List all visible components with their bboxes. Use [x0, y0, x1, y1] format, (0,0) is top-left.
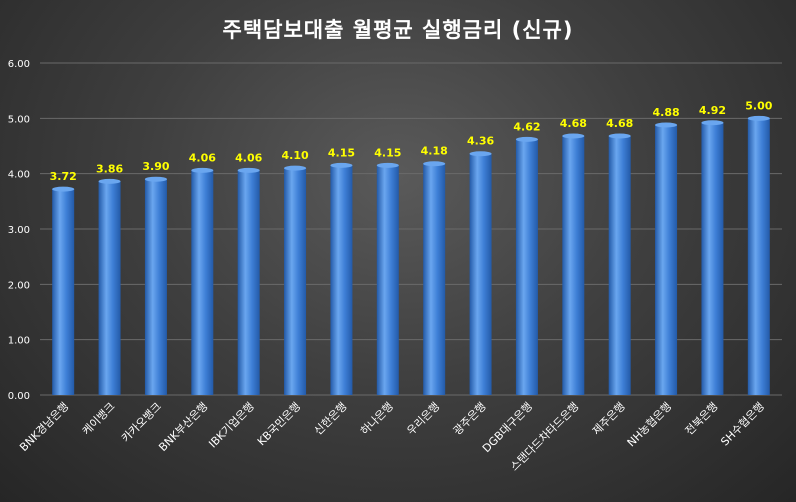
bar-top — [562, 133, 585, 139]
value-label: 4.15 — [374, 146, 401, 159]
bar — [747, 118, 770, 395]
bar — [376, 165, 399, 395]
y-tick-label: 5.00 — [8, 114, 30, 125]
bar — [191, 170, 214, 395]
y-tick-label: 0.00 — [8, 391, 30, 402]
x-tick-label: IBK기업은행 — [206, 400, 257, 451]
bar — [237, 170, 260, 395]
value-label: 4.68 — [560, 117, 587, 130]
bar — [423, 163, 446, 395]
value-label: 3.86 — [96, 162, 123, 175]
value-label: 4.62 — [513, 120, 540, 133]
bar-top — [98, 178, 121, 184]
x-tick-label: NH농협은행 — [625, 400, 674, 449]
bar — [608, 136, 631, 396]
bar — [144, 179, 167, 395]
value-label: 4.92 — [699, 104, 726, 117]
chart-title: 주택담보대출 월평균 실행금리 (신규) — [222, 18, 574, 42]
y-tick-label: 2.00 — [8, 280, 30, 291]
bar-top — [747, 115, 770, 121]
bar-top — [608, 133, 631, 139]
x-tick-label: KB국민은행 — [255, 400, 303, 448]
value-label: 4.06 — [189, 151, 216, 164]
bar-top — [284, 165, 307, 171]
value-label: 4.06 — [235, 151, 262, 164]
value-label: 4.15 — [328, 146, 355, 159]
x-tick-label: 카카오뱅크 — [119, 400, 164, 445]
bar-top — [376, 162, 399, 168]
bar-top — [515, 136, 538, 142]
bar-top — [144, 176, 167, 182]
bar-top — [191, 167, 214, 173]
y-tick-label: 6.00 — [8, 59, 30, 70]
y-tick-label: 4.00 — [8, 170, 30, 181]
bar — [562, 136, 585, 396]
x-tick-label: SH수협은행 — [718, 400, 767, 449]
bar — [330, 165, 353, 395]
y-tick-label: 1.00 — [8, 336, 30, 347]
x-tick-label: 제주은행 — [590, 400, 628, 438]
x-tick-label: 광주은행 — [451, 400, 489, 438]
value-label: 4.10 — [281, 149, 308, 162]
x-tick-label: 우리은행 — [404, 400, 442, 438]
bar-top — [655, 122, 678, 128]
bar — [469, 153, 492, 395]
bar-top — [469, 151, 492, 157]
bar — [515, 139, 538, 395]
bar-top — [330, 162, 353, 168]
bar — [284, 168, 307, 395]
x-tick-label: BNK부산은행 — [156, 400, 210, 454]
y-tick-label: 3.00 — [8, 225, 30, 236]
x-tick-label: 신한은행 — [312, 400, 350, 438]
bar-top — [423, 161, 446, 167]
value-label: 3.72 — [50, 170, 77, 183]
x-tick-label: 전북은행 — [683, 400, 721, 438]
x-tick-label: 케이뱅크 — [80, 400, 118, 438]
bar — [98, 181, 121, 395]
value-label: 5.00 — [745, 99, 772, 112]
value-label: 4.36 — [467, 135, 494, 148]
bar-top — [237, 167, 260, 173]
bar-top — [52, 186, 75, 192]
value-label: 3.90 — [142, 160, 169, 173]
value-label: 4.88 — [652, 106, 679, 119]
bar — [701, 122, 724, 395]
x-tick-label: BNK경남은행 — [17, 400, 71, 454]
bar — [52, 189, 75, 395]
value-label: 4.18 — [421, 145, 448, 158]
bar-top — [701, 120, 724, 126]
value-label: 4.68 — [606, 117, 633, 130]
x-tick-label: 하나은행 — [357, 399, 396, 438]
bar — [655, 124, 678, 396]
